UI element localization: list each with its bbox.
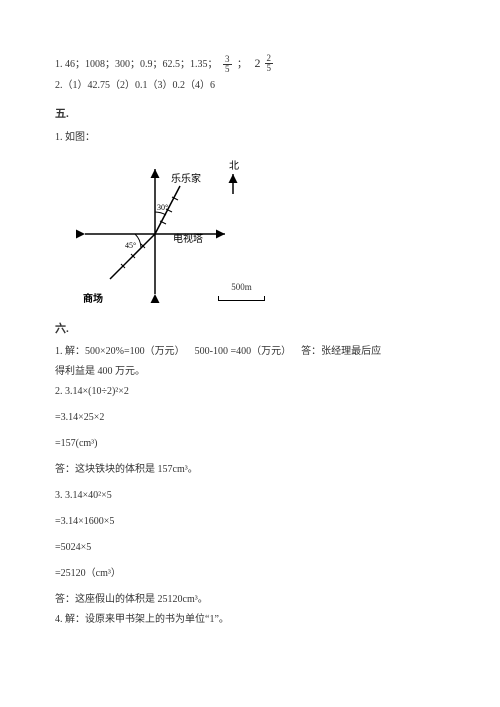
q1-line: 1. 46；1008；300；0.9；62.5；1.35； 3 5 ； 2 2 … [55,54,445,74]
q2-line: 2.（1）42.75（2）0.1（3）0.2（4）6 [55,78,445,94]
s6-p1b: 得利益是 400 万元。 [55,364,445,380]
frac-den: 5 [223,65,232,74]
s6-l5: 答：这块铁块的体积是 157cm³。 [55,462,445,478]
label-mall: 商场 [83,292,103,305]
s6-p1a: 1. 解：500×20%=100（万元） 500-100 =400（万元） 答：… [55,344,445,360]
q1-values: 1. 46；1008；300；0.9；62.5；1.35； [55,59,218,70]
q1-sep: ； [237,59,247,70]
scale-line [218,296,265,301]
q1-frac1: 3 5 [223,55,232,74]
section-5-title: 五. [55,106,445,124]
label-angle2: 45° [125,241,136,250]
q1-mixed: 2 2 5 [255,54,277,73]
arc-30 [155,212,166,215]
s6-l11: 4. 解：设原来甲书架上的书为单位“1”。 [55,612,445,628]
s6-l4: =157(cm³) [55,436,445,452]
s6-l9: =25120（cm³） [55,566,445,582]
diagram: 乐乐家 北 30° 电视塔 45° 商场 500m [65,154,275,309]
s6-l3: =3.14×25×2 [55,410,445,426]
sec5-line1: 1. 如图： [55,130,445,146]
s6-l2: 2. 3.14×(10÷2)²×2 [55,384,445,400]
s6-l6: 3. 3.14×40²×5 [55,488,445,504]
scale-bar: 500m [218,280,265,300]
mixed-den: 5 [265,64,274,73]
section-6-title: 六. [55,321,445,339]
mixed-whole: 2 [255,54,261,73]
label-north: 北 [229,160,239,172]
s6-l7: =3.14×1600×5 [55,514,445,530]
s6-l8: =5024×5 [55,540,445,556]
s6-l10: 答：这座假山的体积是 25120cm³。 [55,592,445,608]
scale-text: 500m [231,282,252,292]
label-angle1: 30° [157,203,168,212]
label-lele: 乐乐家 [171,172,201,185]
label-tv: 电视塔 [173,232,203,245]
